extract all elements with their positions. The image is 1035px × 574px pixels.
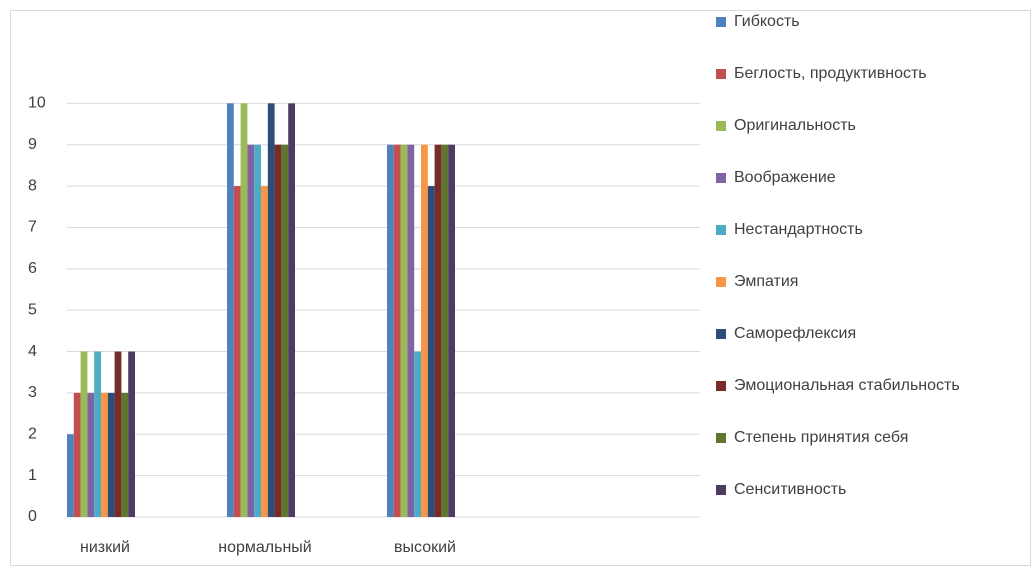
bar <box>407 144 415 517</box>
legend-label: Эмпатия <box>734 273 798 290</box>
x-tick-label: высокий <box>394 539 456 556</box>
bar <box>427 186 435 517</box>
bar <box>288 103 295 517</box>
bar <box>227 103 234 517</box>
y-tick-label: 8 <box>28 177 37 194</box>
bar <box>247 144 255 517</box>
legend-swatch <box>716 69 726 79</box>
bar <box>233 186 241 517</box>
chart-frame <box>10 10 1031 566</box>
legend-swatch <box>716 225 726 235</box>
bar <box>128 351 135 517</box>
bar <box>87 392 95 517</box>
legend-swatch <box>716 17 726 27</box>
bar <box>261 186 268 517</box>
y-tick-label: 10 <box>28 95 46 112</box>
bar <box>434 144 442 517</box>
legend-label: Нестандартность <box>734 221 863 238</box>
legend-label: Сенситивность <box>734 481 846 498</box>
bar <box>274 144 282 517</box>
y-tick-label: 0 <box>28 508 37 525</box>
legend-label: Гибкость <box>734 13 800 30</box>
bar <box>94 351 101 517</box>
legend-label: Саморефлексия <box>734 325 856 342</box>
bar <box>254 144 261 517</box>
y-tick-label: 6 <box>28 260 37 277</box>
bar <box>448 144 455 517</box>
y-tick-label: 9 <box>28 136 37 153</box>
y-tick-label: 5 <box>28 301 37 318</box>
bar <box>80 351 88 517</box>
legend-swatch <box>716 173 726 183</box>
bar <box>393 144 401 517</box>
x-tick-label: низкий <box>80 539 130 556</box>
bar <box>281 144 289 517</box>
bar <box>67 434 74 517</box>
bar <box>107 392 115 517</box>
legend-swatch <box>716 433 726 443</box>
legend-label: Беглость, продуктивность <box>734 65 927 82</box>
bar <box>387 144 394 517</box>
legend-swatch <box>716 485 726 495</box>
legend-swatch <box>716 381 726 391</box>
legend-swatch <box>716 121 726 131</box>
bar <box>414 351 421 517</box>
legend-swatch <box>716 329 726 339</box>
y-tick-label: 2 <box>28 425 37 442</box>
bar <box>441 144 449 517</box>
bar <box>121 392 129 517</box>
legend-label: Воображение <box>734 169 836 186</box>
y-tick-label: 3 <box>28 384 37 401</box>
legend-label: Степень принятия себя <box>734 429 908 446</box>
bar <box>240 103 248 517</box>
y-tick-label: 7 <box>28 219 37 236</box>
legend-label: Оригинальность <box>734 117 856 134</box>
bar <box>267 103 275 517</box>
legend-swatch <box>716 277 726 287</box>
x-tick-label: нормальный <box>218 539 311 556</box>
bar <box>114 351 122 517</box>
y-tick-label: 1 <box>28 467 37 484</box>
bar <box>101 392 108 517</box>
y-tick-label: 4 <box>28 343 37 360</box>
bar <box>400 144 408 517</box>
legend-label: Эмоциональная стабильность <box>734 377 960 394</box>
bar <box>73 392 81 517</box>
bar <box>421 144 428 517</box>
